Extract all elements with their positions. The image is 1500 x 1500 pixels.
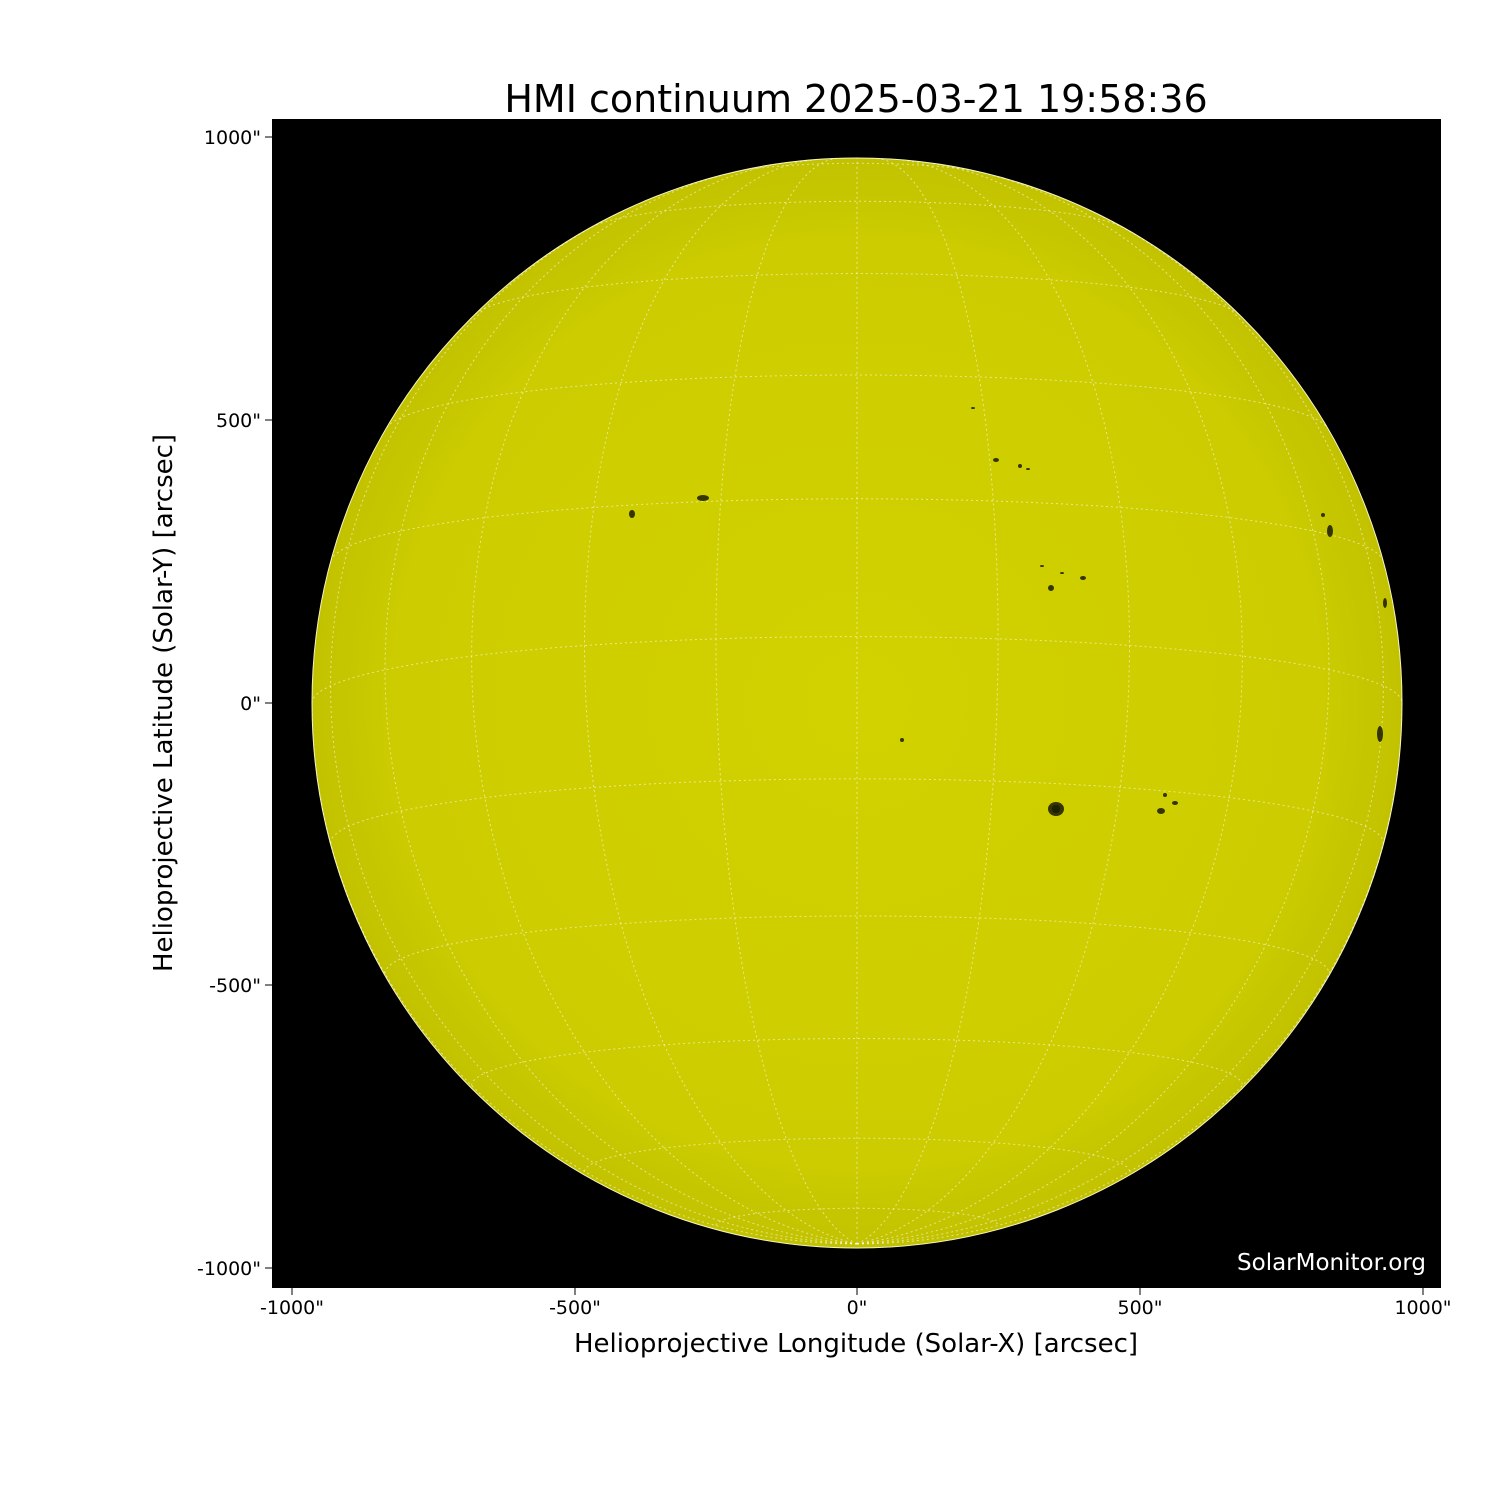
plot-title: HMI continuum 2025-03-21 19:58:36 — [504, 77, 1207, 121]
sunspot — [1383, 598, 1387, 608]
sunspot — [1026, 468, 1030, 470]
sunspot — [629, 510, 635, 518]
x-axis-label: Helioprojective Longitude (Solar-X) [arc… — [574, 1329, 1138, 1359]
y-tick: 1000" — [204, 127, 261, 149]
x-tick: -500" — [549, 1297, 601, 1319]
sunspot — [1080, 576, 1086, 580]
y-tick: 500" — [216, 410, 261, 432]
sunspot — [1377, 726, 1383, 742]
longitude-line — [856, 169, 1330, 1245]
latitude-line — [386, 374, 1328, 428]
watermark: SolarMonitor.org — [1237, 1250, 1426, 1276]
sunspot — [971, 407, 975, 409]
latitude-line — [312, 636, 1402, 704]
longitude-line — [715, 158, 858, 1245]
y-tick: 0" — [240, 693, 261, 715]
sunspot — [1327, 525, 1333, 537]
sunspot — [993, 458, 999, 462]
sunspot — [1040, 565, 1044, 567]
latitude-line — [591, 200, 1123, 228]
x-axis: -1000" -500" 0" 500" 1000" Helioprojecti… — [260, 1288, 1452, 1359]
sunspot — [1321, 513, 1325, 517]
sunspot — [1172, 801, 1178, 805]
longitude-line — [384, 169, 858, 1245]
longitude-line — [471, 161, 858, 1245]
x-tick: 1000" — [1394, 1297, 1451, 1319]
x-tick: 500" — [1117, 1297, 1162, 1319]
sunspots — [629, 407, 1387, 816]
longitude-line — [857, 702, 1402, 1245]
longitude-line — [856, 158, 999, 1245]
latitude-line — [330, 778, 1384, 844]
sunspot — [697, 495, 709, 501]
sunspot — [1060, 572, 1064, 574]
longitude-line — [312, 702, 857, 1245]
x-tick: 0" — [847, 1297, 868, 1319]
y-axis-label: Helioprojective Latitude (Solar-Y) [arcs… — [149, 434, 179, 972]
x-tick: -1000" — [260, 1297, 324, 1319]
y-axis: 1000" 500" 0" -500" -1000" Helioprojecti… — [149, 127, 272, 1280]
sunspot — [1163, 793, 1167, 797]
sunspot — [1048, 585, 1054, 591]
sunspot — [1018, 464, 1022, 468]
longitude-line — [856, 161, 1243, 1245]
sunspot — [1157, 808, 1165, 814]
heliographic-grid — [312, 158, 1402, 1245]
sunspot — [900, 738, 904, 742]
sunspot — [1052, 805, 1060, 813]
y-tick: -1000" — [197, 1258, 261, 1280]
y-tick: -500" — [209, 975, 261, 997]
